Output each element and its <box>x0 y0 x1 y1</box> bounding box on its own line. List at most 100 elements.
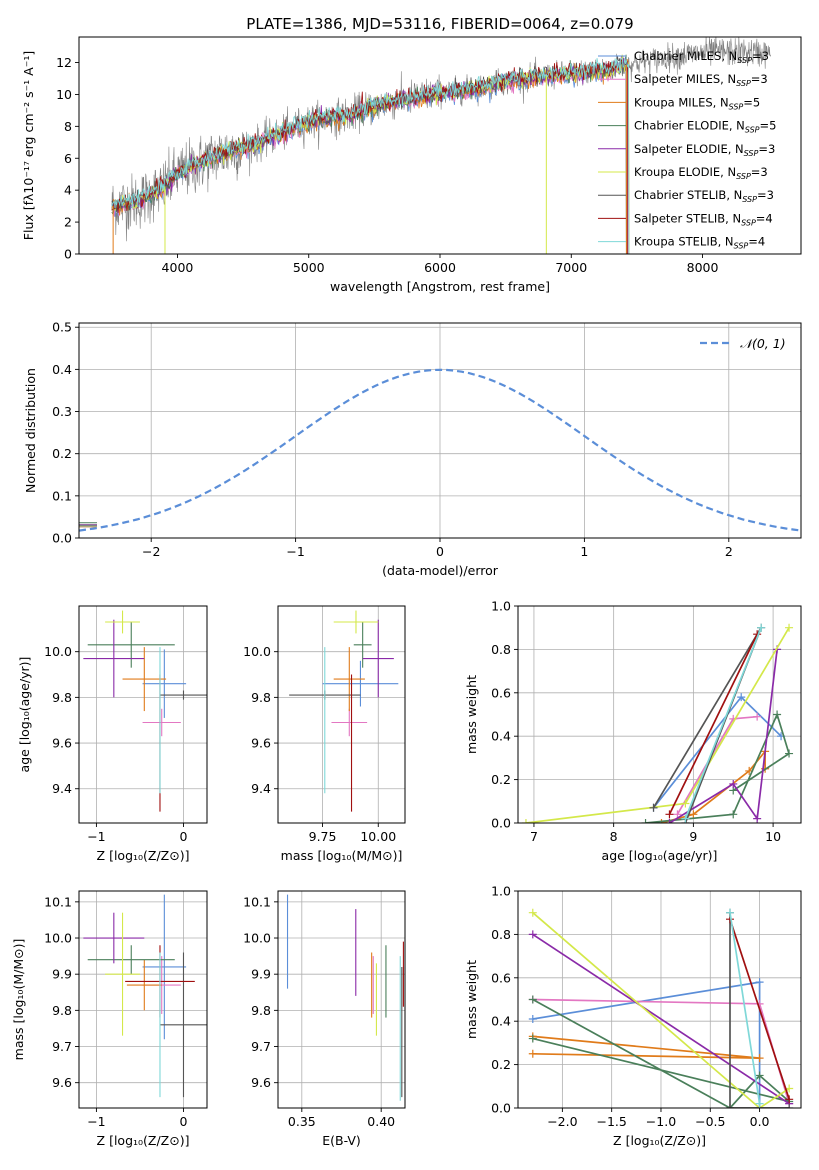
weight-marker <box>785 749 794 758</box>
age_vs_mass-plot-area <box>289 610 399 812</box>
x-tick-label: 9 <box>689 829 697 844</box>
x-tick-label: 4000 <box>162 260 194 275</box>
weight-marker <box>726 908 735 917</box>
age_vs_mass-axes: 9.75 10.00 9.4 9.6 9.8 10.0 mass [log₁₀(M/M⊙)] <box>243 605 406 863</box>
x-tick-label: 1 <box>580 544 588 559</box>
y-tick-label: 0 <box>64 247 72 262</box>
weight_vs_age-axes: 7 8 9 10 0.0 0.2 0.4 0.6 0.8 1.0 age [log₁₀(age/yr… <box>464 599 802 863</box>
residual_histogram-xlabel: (data-model)/error <box>382 563 499 578</box>
kroupa-miles-errorbar <box>122 647 167 712</box>
weight_vs_z-axes: −2.0 −1.5 −1.0 −0.5 0.0 0.0 0.2 0.4 0.6 0.8 1.0 Z [… <box>464 884 802 1148</box>
y-tick-label: 9.8 <box>52 1003 72 1018</box>
x-tick-label: 6000 <box>424 260 456 275</box>
y-tick-label: 0.8 <box>491 642 511 657</box>
x-tick-label: −2.0 <box>547 1114 577 1129</box>
age_vs_z-ylabel: age [log₁₀(age/yr)] <box>17 657 32 773</box>
chabrier-elodie-errorbar <box>87 621 175 668</box>
legend-entry: Salpeter STELIB, NSSP=4 <box>634 211 773 227</box>
x-tick-label: −1 <box>87 1114 105 1129</box>
legend-entry: Kroupa ELODIE, NSSP=3 <box>634 165 768 181</box>
x-tick-label: 7 <box>530 829 538 844</box>
weight-marker <box>729 810 738 819</box>
chabrier-stelib-errorbar <box>159 952 207 1098</box>
y-tick-label: 0.2 <box>491 772 511 787</box>
y-tick-label: 0.4 <box>491 729 511 744</box>
weight_vs_age-frame <box>517 605 802 824</box>
x-tick-label: −1 <box>87 829 105 844</box>
x-tick-label: 10 <box>765 829 781 844</box>
y-tick-label: 0.0 <box>491 816 511 831</box>
kroupa-miles-errorbar <box>333 647 365 712</box>
weight-marker <box>729 779 738 788</box>
weight-marker <box>689 810 698 819</box>
age_vs_z-plot-area <box>83 610 207 812</box>
x-tick-label: −1.0 <box>646 1114 676 1129</box>
y-tick-label: 0.8 <box>491 927 511 942</box>
weight-marker <box>528 930 537 939</box>
kroupa-miles-errorbar <box>126 959 162 1011</box>
spectrum-xlabel: wavelength [Angstrom, rest frame] <box>330 279 550 294</box>
histogram-legend: 𝒩(0, 1) <box>700 336 786 351</box>
chabrier-miles-errorbar <box>142 894 187 1040</box>
kroupa-elodie-weight-line <box>532 912 790 1108</box>
weight-marker <box>649 803 658 812</box>
x-tick-label: 0.40 <box>367 1114 395 1129</box>
x-tick-label: 10.00 <box>360 829 396 844</box>
salpeter-elodie-errorbar <box>83 619 145 698</box>
legend-entry: Kroupa STELIB, NSSP=4 <box>634 235 765 251</box>
weight-marker <box>681 814 690 823</box>
weight_vs_age-ylabel: mass weight <box>464 675 479 754</box>
mass_vs_z-plot-area <box>83 894 207 1098</box>
spectrum-axes: 4000 5000 6000 7000 8000 0 2 4 6 8 10 12 wavelength … <box>21 36 802 294</box>
salpeter-stelib-weight-line <box>729 918 791 1100</box>
kroupa-elodie-errorbar <box>333 610 379 634</box>
y-tick-label: 0.1 <box>52 488 72 503</box>
x-tick-label: 0.0 <box>750 1114 770 1129</box>
residual_histogram-plot-area <box>79 368 801 532</box>
chabrier-stelib-weight-line <box>652 627 762 823</box>
x-tick-label: 8000 <box>687 260 719 275</box>
age_vs_z-axes: −1 0 9.4 9.6 9.8 10.0 Z [log₁₀(Z/Z⊙)] age [log₁… <box>17 605 208 863</box>
age_vs_mass-xlabel: mass [log₁₀(M/M⊙)] <box>281 848 403 863</box>
chabrier-miles-errorbar <box>142 649 187 718</box>
y-tick-label: 10.0 <box>44 644 72 659</box>
weight-marker <box>755 1099 764 1108</box>
weight_vs_z-frame <box>517 890 802 1109</box>
kroupa-elodie-errorbar <box>105 610 140 634</box>
x-tick-label: 8 <box>610 829 618 844</box>
chabrier-stelib-errorbar <box>159 690 207 700</box>
salpeter-stelib-weight-line <box>668 633 758 815</box>
weight-marker <box>755 1071 764 1080</box>
y-tick-label: 4 <box>64 183 72 198</box>
y-tick-label: 9.7 <box>251 1039 271 1054</box>
weight_vs_age-plot-area <box>521 623 794 823</box>
y-tick-label: 9.4 <box>52 781 72 796</box>
y-tick-label: 0.6 <box>491 685 511 700</box>
weight_vs_z-plot-area <box>528 908 794 1108</box>
kroupa-elodie-errorbar <box>105 912 140 1036</box>
y-tick-label: 0.0 <box>491 1101 511 1116</box>
age_vs_z-frame <box>78 605 208 824</box>
x-tick-label: 0 <box>180 829 188 844</box>
weight-marker <box>753 814 762 823</box>
y-tick-label: 0.4 <box>52 362 72 377</box>
legend-entry: Salpeter MILES, NSSP=3 <box>634 72 768 88</box>
y-tick-label: 10.0 <box>44 931 72 946</box>
mass_vs_z-xlabel: Z [log₁₀(Z/Z⊙)] <box>97 1133 190 1148</box>
y-tick-label: 9.6 <box>52 736 72 751</box>
chabrier-miles-errorbar <box>322 660 399 707</box>
y-tick-label: 0.6 <box>491 970 511 985</box>
y-tick-label: 1.0 <box>491 599 511 614</box>
weight-marker <box>726 1104 735 1108</box>
y-tick-label: 0.5 <box>52 320 72 335</box>
weight-marker <box>755 978 764 987</box>
y-tick-label: 9.4 <box>251 781 271 796</box>
kroupa-stelib-model-line <box>111 57 630 254</box>
y-tick-label: 9.8 <box>52 690 72 705</box>
weight-marker <box>528 908 537 917</box>
weight-marker <box>521 819 530 823</box>
x-tick-label: 0 <box>180 1114 188 1129</box>
weight-marker <box>773 710 782 719</box>
y-tick-label: 0.4 <box>491 1014 511 1029</box>
y-tick-label: 9.6 <box>251 1075 271 1090</box>
